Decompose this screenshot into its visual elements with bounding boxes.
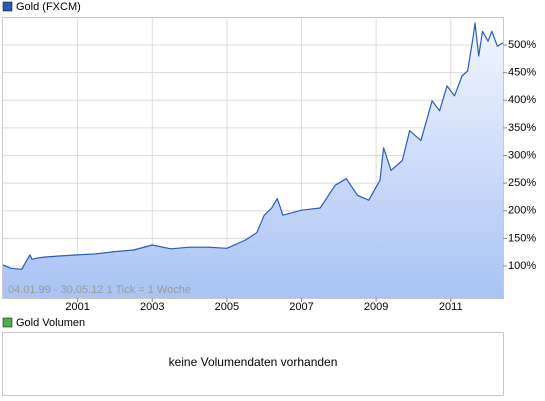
- area: [3, 23, 503, 298]
- y-tick-label: 400%: [508, 94, 536, 106]
- y-tick-label: 200%: [508, 205, 536, 217]
- y-tick-label: 450%: [508, 67, 536, 79]
- line: [2, 22, 504, 270]
- legend-swatch: [2, 317, 13, 328]
- chart-title: Gold (FXCM): [16, 1, 81, 13]
- x-tick-label: 2001: [65, 301, 89, 313]
- x-tick-label: 2003: [140, 301, 164, 313]
- panel-title: Gold Volumen: [16, 317, 85, 329]
- y-tick-label: 100%: [508, 260, 536, 272]
- x-tick-label: 2009: [364, 301, 388, 313]
- legend-swatch: [2, 1, 13, 12]
- x-tick-label: 2005: [215, 301, 239, 313]
- y-tick-label: 300%: [508, 149, 536, 161]
- x-tick-label: 2011: [439, 301, 463, 313]
- y-tick-label: 500%: [508, 39, 536, 51]
- y-tick-label: 250%: [508, 177, 536, 189]
- annotation: 04.01.99 - 30.05.12 1 Tick = 1 Woche: [8, 284, 191, 296]
- y-tick-label: 350%: [508, 122, 536, 134]
- no-data-message: keine Volumendaten vorhanden: [169, 355, 338, 369]
- y-tick-label: 150%: [508, 232, 536, 244]
- x-tick-label: 2007: [289, 301, 313, 313]
- volume-frame: [2, 332, 504, 396]
